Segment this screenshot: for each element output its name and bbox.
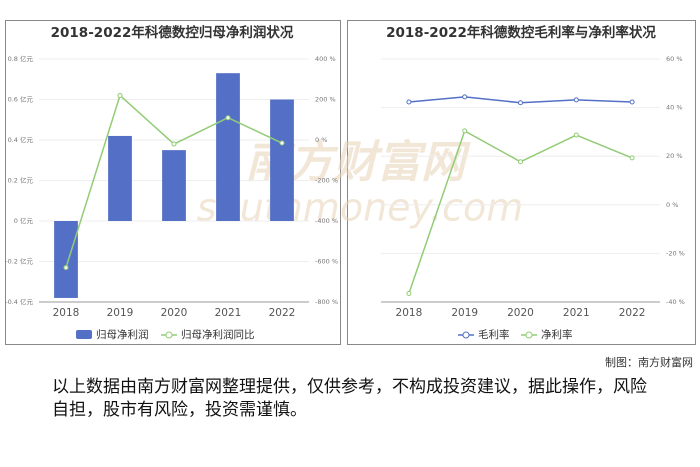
x-tick-label: 2020 xyxy=(507,307,534,319)
bar xyxy=(216,73,240,221)
x-tick-label: 2021 xyxy=(215,307,242,319)
point xyxy=(279,140,285,146)
legend-swatch xyxy=(525,331,533,339)
point xyxy=(573,97,579,103)
credit: 制图：南方财富网 xyxy=(605,355,693,369)
y2-tick-label: 20 % xyxy=(666,152,683,160)
point xyxy=(171,141,177,147)
watermark: southmoney.com xyxy=(197,186,524,230)
y2-tick-label: -800 % xyxy=(315,298,338,306)
legend-swatch xyxy=(462,331,470,339)
y2-tick-label: -20 % xyxy=(666,249,685,257)
point xyxy=(406,290,412,296)
y2-tick-label: -40 % xyxy=(666,298,685,306)
point xyxy=(63,265,69,271)
charts: 南方财富网 southmoney.com 制图：南方财富网 2018-2022年… xyxy=(5,20,696,369)
panel xyxy=(5,20,341,345)
bar xyxy=(162,150,186,221)
y-tick-label: 0.8 亿元 xyxy=(8,54,34,63)
x-tick-label: 2019 xyxy=(451,307,478,319)
y2-tick-label: 0 % xyxy=(666,201,678,209)
chart-title: 2018-2022年科德数控归母净利润状况 xyxy=(51,24,294,41)
bar xyxy=(270,99,294,221)
x-tick-label: 2022 xyxy=(619,307,646,319)
y2-tick-label: 40 % xyxy=(666,104,683,112)
y2-tick-label: -200 % xyxy=(315,177,338,185)
point xyxy=(518,100,523,106)
y2-tick-label: 400 % xyxy=(315,55,336,63)
point xyxy=(629,99,635,105)
y-tick-label: 0.6 亿元 xyxy=(8,95,34,104)
bar xyxy=(54,221,78,298)
legend-label: 毛利率 xyxy=(478,328,510,341)
x-tick-label: 2020 xyxy=(161,307,188,319)
legend-label: 归母净利润 xyxy=(96,328,149,341)
point xyxy=(462,94,468,100)
point xyxy=(406,99,412,105)
legend-swatch xyxy=(165,331,173,339)
panel xyxy=(347,20,696,345)
legend-label: 净利率 xyxy=(541,328,573,341)
legend-swatch xyxy=(76,330,92,339)
y-tick-label: 0.4 亿元 xyxy=(8,135,34,144)
x-tick-label: 2019 xyxy=(107,307,134,319)
x-tick-label: 2022 xyxy=(269,307,296,319)
y2-tick-label: 60 % xyxy=(666,55,683,63)
y2-tick-label: 200 % xyxy=(315,96,336,104)
y2-tick-label: 0 % xyxy=(315,136,327,144)
x-tick-label: 2018 xyxy=(396,307,423,319)
point xyxy=(629,155,635,161)
disclaimer: 以上数据由南方财富网整理提供，仅供参考，不构成投资建议，据此操作，风险自担，股市… xyxy=(52,377,647,420)
y2-tick-label: -400 % xyxy=(315,217,338,225)
legend-label: 归母净利润同比 xyxy=(181,328,255,341)
y-tick-label: 0 亿元 xyxy=(14,216,34,225)
chart-title: 2018-2022年科德数控毛利率与净利率状况 xyxy=(386,24,656,41)
bar xyxy=(108,135,132,221)
y2-tick-label: -600 % xyxy=(315,258,338,266)
y-tick-label: 0.2 亿元 xyxy=(8,176,34,185)
point xyxy=(573,132,579,138)
y-tick-label: -0.4 亿元 xyxy=(5,297,33,306)
point xyxy=(225,115,231,121)
point xyxy=(518,159,523,165)
x-tick-label: 2021 xyxy=(563,307,590,319)
point xyxy=(462,128,468,134)
x-tick-label: 2018 xyxy=(53,307,80,319)
y-tick-label: -0.2 亿元 xyxy=(5,257,33,266)
point xyxy=(117,92,123,98)
